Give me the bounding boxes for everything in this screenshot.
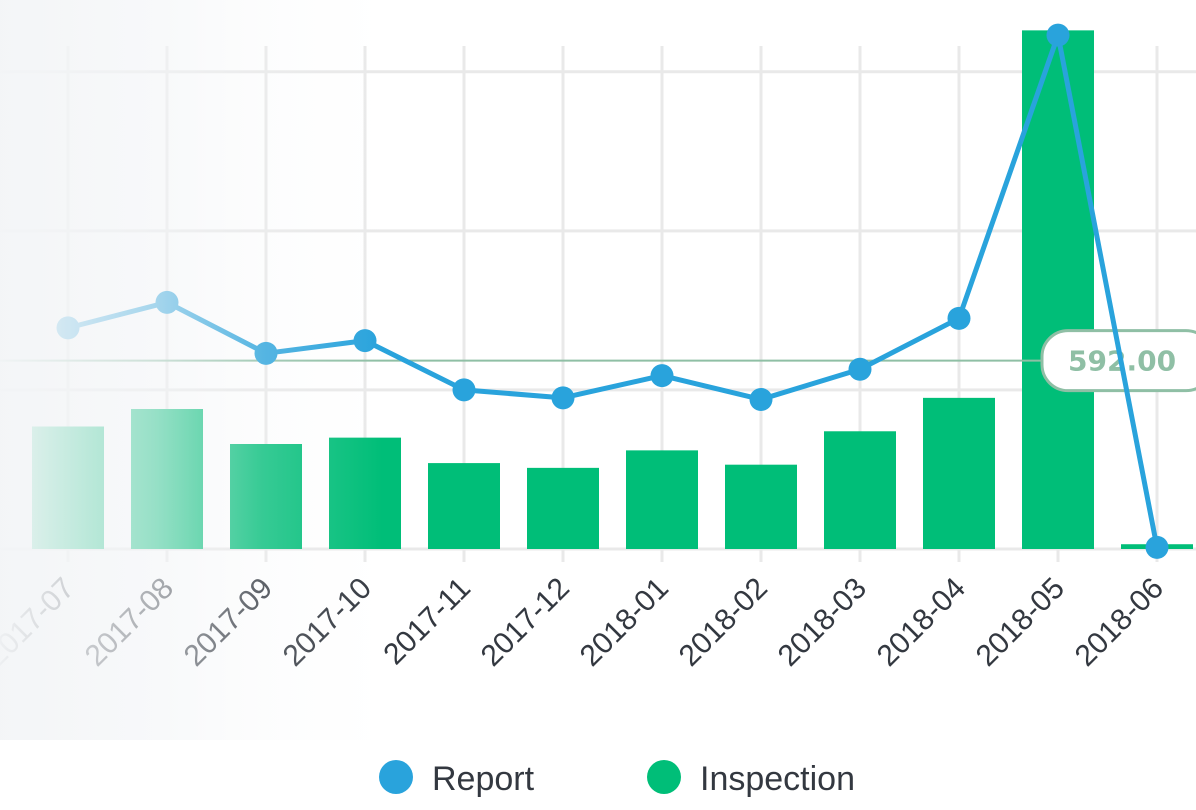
- left-fade-overlay: [0, 0, 1196, 740]
- legend-label-inspection[interactable]: Inspection: [700, 760, 855, 798]
- legend: Report Inspection: [379, 760, 855, 798]
- legend-label-report[interactable]: Report: [432, 760, 535, 798]
- legend-swatch-report[interactable]: [379, 760, 413, 794]
- legend-swatch-inspection[interactable]: [647, 760, 681, 794]
